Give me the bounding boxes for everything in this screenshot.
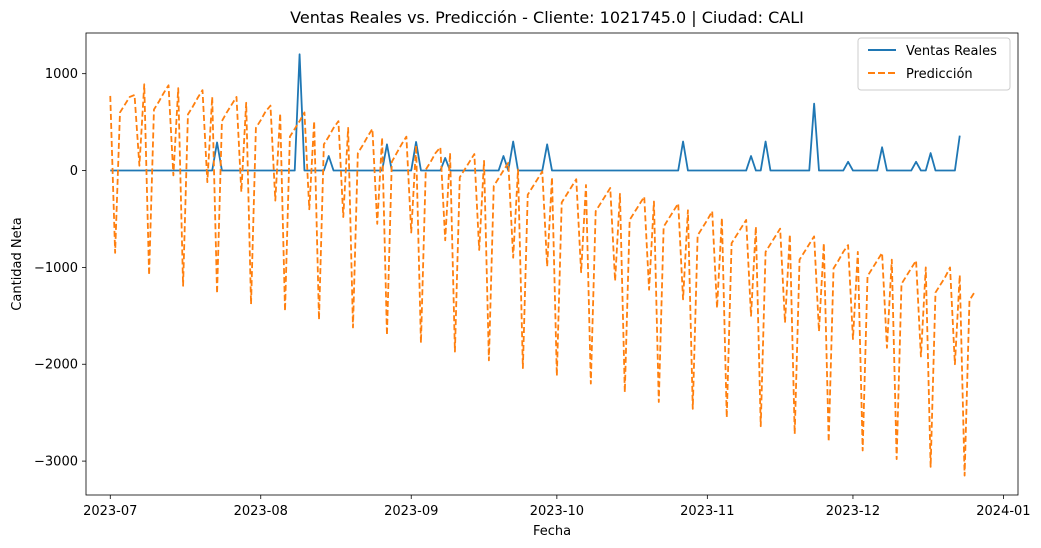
x-axis: 2023-07 2023-08 2023-09 2023-10 2023-11 2023-… — [83, 495, 1031, 519]
y-axis-label: Cantidad Neta — [10, 217, 25, 310]
x-tick-label: 2023-10 — [530, 504, 584, 519]
y-tick-label: −1000 — [34, 261, 78, 276]
series-line-prediccion — [109, 83, 976, 477]
x-tick-label: 2023-08 — [234, 504, 288, 519]
x-tick-label: 2023-09 — [384, 504, 438, 519]
x-tick-label: 2023-11 — [680, 504, 734, 519]
y-tick-label: 1000 — [45, 67, 78, 82]
y-tick-label: −3000 — [34, 455, 78, 470]
y-tick-label: −2000 — [34, 358, 78, 373]
chart-title: Ventas Reales vs. Predicción - Cliente: … — [290, 8, 804, 27]
y-axis: 1000 0 −1000 −2000 −3000 — [34, 67, 86, 470]
y-tick-label: 0 — [70, 164, 78, 179]
x-tick-label: 2023-12 — [826, 504, 880, 519]
series-layer — [109, 53, 976, 477]
plot-frame — [85, 32, 1019, 496]
series-line-ventas-reales — [110, 53, 961, 172]
x-tick-label: 2024-01 — [976, 504, 1030, 519]
legend-label-ventas-reales: Ventas Reales — [906, 44, 997, 59]
legend: Ventas Reales Predicción — [857, 37, 1011, 91]
legend-label-prediccion: Predicción — [906, 67, 973, 82]
plot-area — [109, 53, 976, 477]
x-tick-label: 2023-07 — [83, 504, 137, 519]
x-axis-label: Fecha — [533, 524, 571, 539]
